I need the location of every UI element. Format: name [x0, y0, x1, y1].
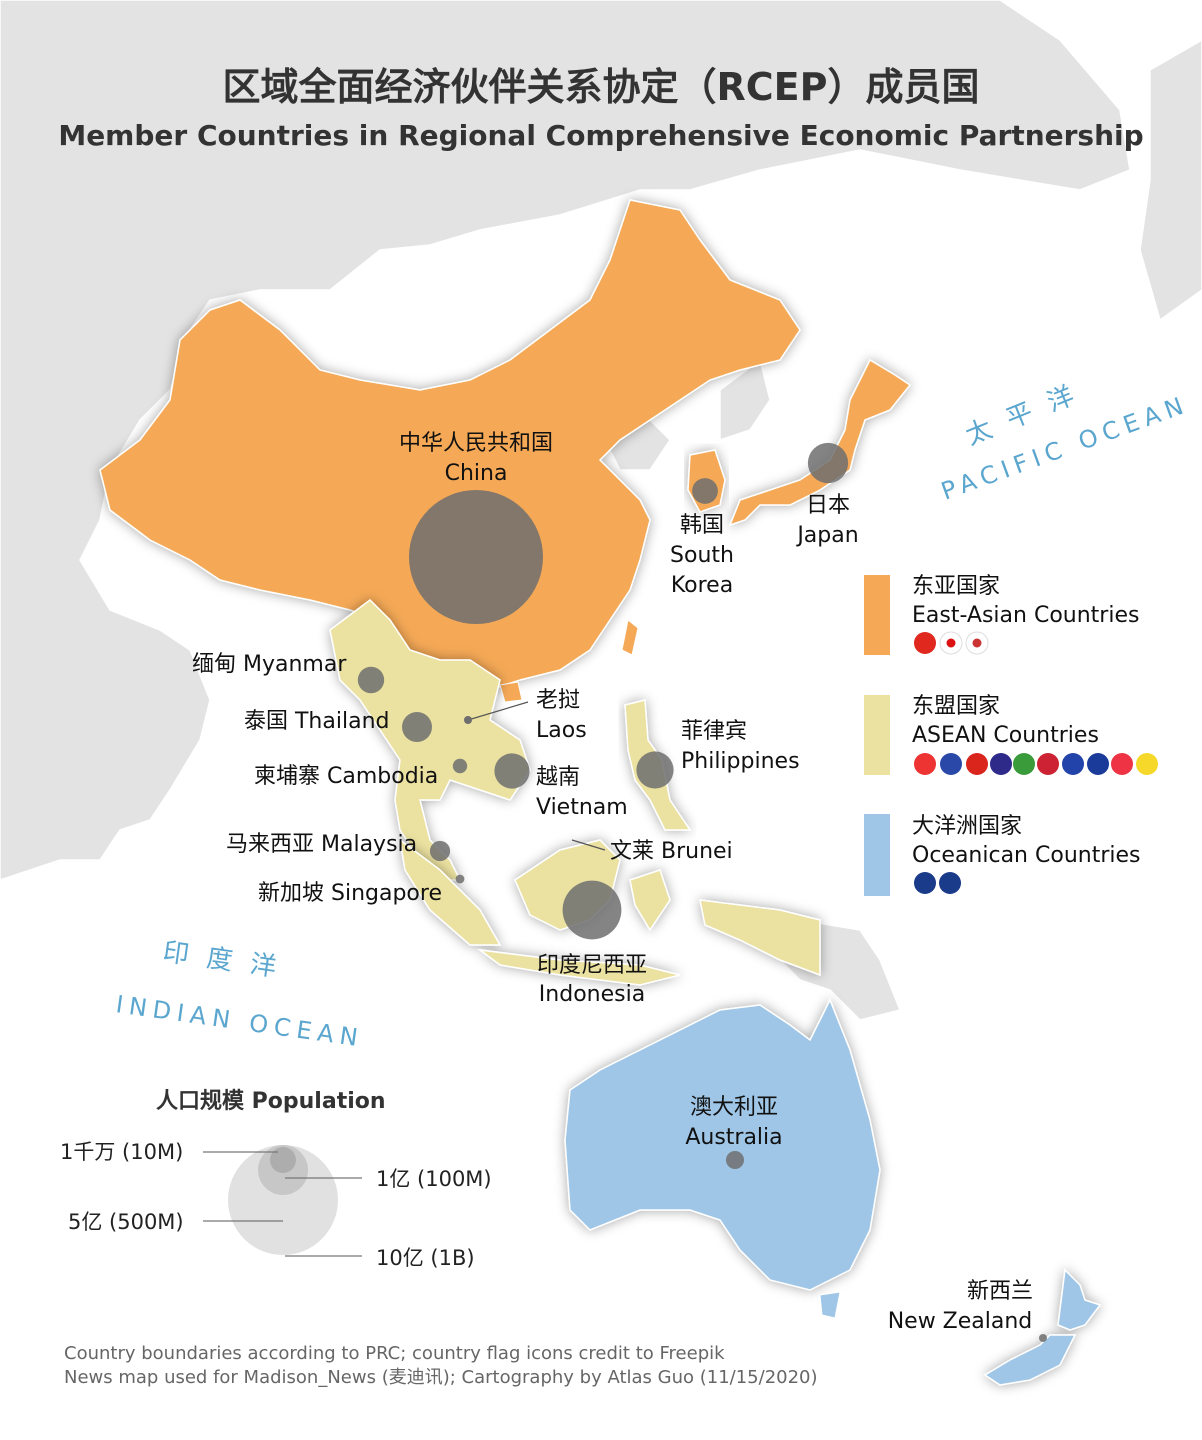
indonesia-label-en: Indonesia	[539, 982, 645, 1007]
thailand-label: 泰国 Thailand	[244, 709, 389, 734]
flag-cambodia-icon	[1062, 753, 1084, 775]
flag-thailand-icon	[990, 753, 1012, 775]
population-bubble-china	[409, 490, 543, 624]
pop-label-1b: 10亿 (1B)	[376, 1246, 475, 1270]
population-bubble-thailand	[402, 712, 432, 742]
australia-label-zh: 澳大利亚	[690, 1095, 778, 1120]
laos-leader	[467, 701, 529, 721]
myanmar-label: 缅甸 Myanmar	[192, 652, 347, 677]
credit-line-1: Country boundaries according to PRC; cou…	[64, 1343, 725, 1364]
flag-indonesia-icon	[914, 753, 936, 775]
title-english: Member Countries in Regional Comprehensi…	[58, 119, 1143, 152]
flag-philippines-icon	[940, 753, 962, 775]
vietnam-label-zh: 越南	[536, 765, 580, 790]
flag-korea-taeguk	[972, 638, 982, 648]
new-zealand-shape	[983, 1268, 1102, 1386]
japan-label-zh: 日本	[806, 493, 850, 518]
population-bubbles	[357, 442, 1047, 1342]
indonesia-label-zh: 印度尼西亚	[537, 953, 647, 978]
pop-label-100m: 1亿 (100M)	[376, 1167, 492, 1191]
brunei-leader	[571, 839, 606, 851]
flag-new-zealand-icon	[939, 872, 961, 894]
flags-asean	[914, 753, 1158, 775]
population-bubble-new-zealand	[1039, 1334, 1047, 1342]
vietnam-label-en: Vietnam	[536, 795, 628, 820]
philippines-label-en: Philippines	[681, 749, 800, 774]
flag-japan-sun	[946, 638, 956, 648]
flag-myanmar-icon	[1013, 753, 1035, 775]
korea-label-en2: Korea	[671, 573, 733, 598]
population-legend: 人口规模 Population 1千万 (10M) 1亿 (100M) 5亿 (…	[60, 1089, 492, 1270]
indian-ocean-zh: 印度洋	[161, 937, 296, 985]
malaysia-label: 马来西亚 Malaysia	[226, 832, 417, 857]
population-legend-title: 人口规模 Population	[156, 1089, 386, 1114]
laos-label-en: Laos	[536, 718, 587, 743]
taiwan-shape	[621, 619, 639, 656]
laos-dot	[464, 716, 472, 724]
flag-brunei-icon	[1136, 753, 1158, 775]
australia-label-en: Australia	[685, 1125, 782, 1150]
tasmania-shape	[819, 1291, 841, 1319]
population-bubble-malaysia	[429, 840, 451, 862]
legend-swatch-asean	[864, 695, 890, 775]
population-bubble-australia	[726, 1151, 744, 1169]
flags-oceania	[914, 872, 961, 894]
population-bubble-singapore	[455, 874, 465, 884]
laos-label-zh: 老挝	[536, 688, 580, 713]
leader-lines	[467, 701, 606, 851]
legend-swatch-oceania	[864, 814, 890, 896]
new-zealand-label-zh: 新西兰	[967, 1279, 1033, 1304]
asean-mainland-shape	[329, 599, 531, 881]
title-chinese: 区域全面经济伙伴关系协定（RCEP）成员国	[223, 65, 980, 109]
flag-vietnam-icon	[966, 753, 988, 775]
new-zealand-label-en: New Zealand	[888, 1309, 1033, 1334]
population-bubble-cambodia	[452, 758, 468, 774]
cambodia-label: 柬埔寨 Cambodia	[254, 764, 438, 789]
korea-label-en1: South	[670, 543, 734, 568]
flag-china-icon	[914, 632, 936, 654]
population-bubble-south-korea	[692, 478, 718, 504]
legend-oceania-zh: 大洋洲国家	[912, 814, 1022, 839]
flags-east-asia	[914, 631, 989, 655]
legend-asean-en: ASEAN Countries	[912, 723, 1099, 748]
singapore-label: 新加坡 Singapore	[258, 881, 442, 906]
pop-legend-10m-circle	[270, 1147, 296, 1173]
japan-label-en: Japan	[795, 523, 858, 548]
flag-laos-icon	[1087, 753, 1109, 775]
legend-swatch-east-asia	[864, 575, 890, 655]
brunei-label: 文莱 Brunei	[610, 839, 733, 864]
flag-australia-icon	[914, 872, 936, 894]
hainan-shape	[499, 681, 523, 703]
population-bubble-philippines	[636, 751, 674, 789]
legend-east-asia-zh: 东亚国家	[912, 574, 1000, 599]
flag-malaysia-icon	[1037, 753, 1059, 775]
flag-singapore-icon	[1111, 753, 1133, 775]
legend-oceania-en: Oceanican Countries	[912, 843, 1141, 868]
philippines-label-zh: 菲律宾	[681, 719, 747, 744]
korea-label-zh: 韩国	[680, 513, 724, 538]
population-bubble-myanmar	[357, 666, 385, 694]
indian-ocean-en: INDIAN OCEAN	[114, 990, 365, 1052]
credit-line-2: News map used for Madison_News (麦迪讯); Ca…	[64, 1367, 818, 1388]
legend-asean-zh: 东盟国家	[912, 694, 1000, 719]
population-bubble-japan	[807, 442, 849, 484]
region-legend: 东亚国家 East-Asian Countries 东盟国家 ASEAN Cou…	[864, 574, 1158, 896]
population-bubble-indonesia	[562, 880, 622, 940]
china-label-en: China	[445, 461, 508, 486]
japan-shape	[728, 358, 912, 527]
china-label-zh: 中华人民共和国	[399, 431, 553, 456]
australia-shape	[564, 998, 881, 1291]
pop-legend-1b-circle	[228, 1145, 338, 1255]
pop-label-10m: 1千万 (10M)	[60, 1140, 183, 1164]
legend-east-asia-en: East-Asian Countries	[912, 603, 1139, 628]
pop-label-500m: 5亿 (500M)	[68, 1210, 184, 1234]
population-bubble-vietnam	[494, 753, 530, 789]
